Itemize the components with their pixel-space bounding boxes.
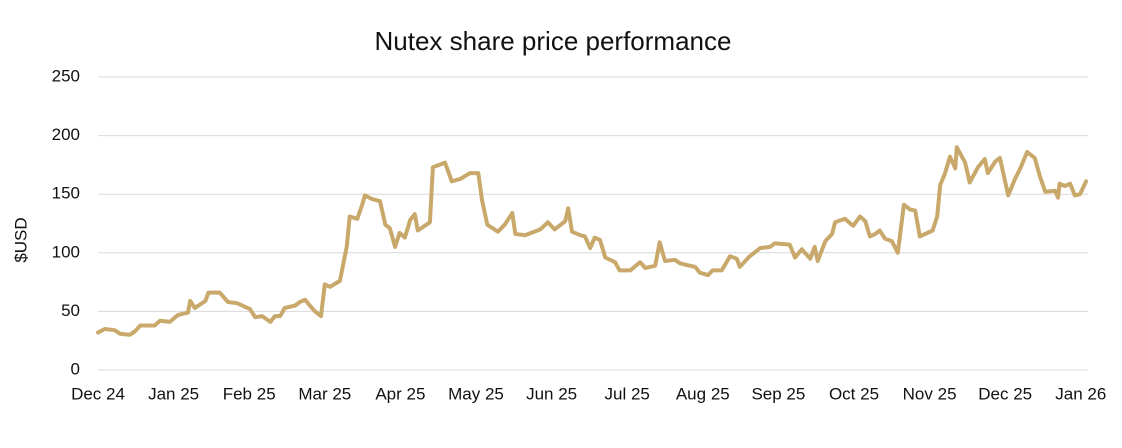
x-tick-label: Mar 25: [298, 384, 351, 403]
x-tick-label: Jan 25: [148, 384, 199, 403]
y-tick-label: 100: [52, 242, 80, 261]
x-tick-label: Jul 25: [605, 384, 650, 403]
x-tick-label: Dec 25: [978, 384, 1032, 403]
x-tick-label: Aug 25: [676, 384, 730, 403]
x-tick-label: Dec 24: [71, 384, 125, 403]
y-axis-label: $USD: [11, 217, 30, 262]
chart-title: Nutex share price performance: [375, 26, 732, 56]
y-tick-label: 250: [52, 66, 80, 85]
x-tick-label: Jun 25: [526, 384, 577, 403]
x-tick-label: Feb 25: [223, 384, 276, 403]
x-tick-label: Oct 25: [829, 384, 879, 403]
x-tick-label: Jan 26: [1055, 384, 1106, 403]
x-tick-label: May 25: [448, 384, 504, 403]
x-tick-label: Sep 25: [751, 384, 805, 403]
y-tick-label: 50: [61, 301, 80, 320]
y-tick-label: 200: [52, 125, 80, 144]
y-tick-label: 0: [71, 359, 80, 378]
y-tick-label: 150: [52, 184, 80, 203]
x-tick-label: Apr 25: [375, 384, 425, 403]
price-line: [96, 145, 1089, 337]
x-tick-label: Nov 25: [903, 384, 957, 403]
